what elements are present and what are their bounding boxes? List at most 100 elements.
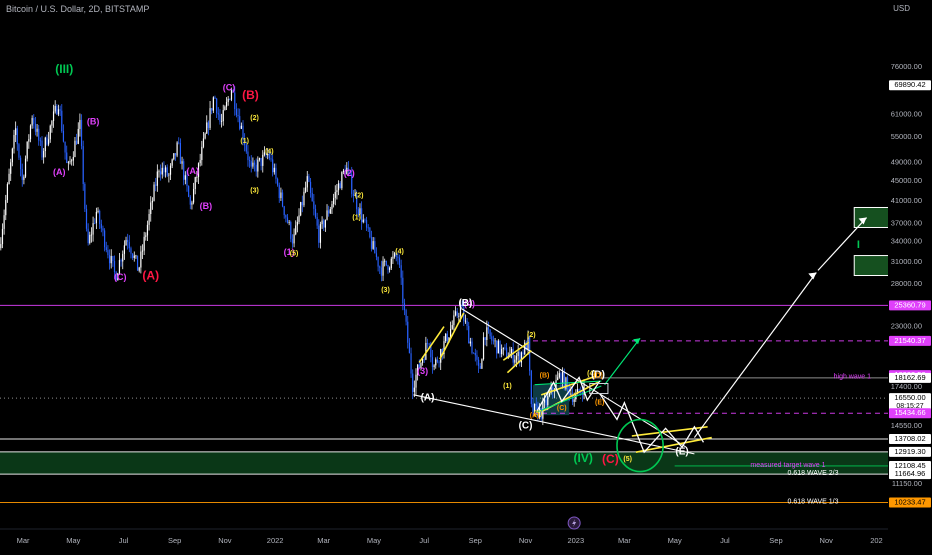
candle-body [56,105,58,115]
candle-body [1,228,4,245]
yellow-leg-5[interactable] [540,375,596,396]
candle-body [496,340,498,354]
candle-body [285,215,287,218]
candle-body [395,253,397,257]
yellow-leg-1[interactable] [418,326,445,363]
candle-body [214,97,216,99]
candle-body [473,352,475,354]
candle-body [364,219,366,221]
price-badge [889,446,931,457]
white-arrow-line-2[interactable] [817,217,868,271]
candle-body [314,208,317,218]
candle-body [10,162,12,174]
candle-body [84,184,86,209]
time-tick-label: May [668,536,682,545]
candle-body [407,321,409,343]
green-triangle-bottom[interactable] [536,385,602,413]
candle-body [145,235,147,237]
price-tick-label: 61000.00 [891,110,922,119]
candle-body [138,267,140,271]
candle-body [484,337,486,340]
wave-label: (C) [602,452,619,466]
wave-path-abcde[interactable] [536,376,601,412]
candle-body [384,260,386,262]
candle-body [118,260,121,274]
candle-body [168,174,170,176]
white-arrow-line-1[interactable] [693,272,817,438]
candle-body [428,343,430,345]
price-badge [889,300,931,311]
candle-body [570,393,572,395]
yellow-leg-8[interactable] [635,436,712,453]
candle-body [387,265,389,270]
yellow-leg-4[interactable] [506,349,532,374]
candle-body [3,215,5,229]
small-rect[interactable] [589,382,609,395]
price-badge [889,408,931,419]
candle-body [436,359,439,362]
candle-body [239,116,241,129]
candle-body [80,119,83,147]
green-arrow-line[interactable] [604,337,641,386]
candle-body [476,355,478,360]
time-tick-label: May [66,536,80,545]
candle-body [51,121,53,126]
price-badge [889,335,931,346]
candle-body [491,336,493,341]
time-tick-label: Sep [168,536,181,545]
candle-body [487,327,490,330]
price-tick-label: 14550.00 [891,421,922,430]
candle-body [458,315,460,317]
white-arrow-head-2[interactable] [858,217,867,225]
candle-body [545,399,547,406]
green-triangle-top[interactable] [534,380,602,386]
candle-body [82,146,84,185]
candle-body [95,211,97,224]
green-circle[interactable] [616,418,664,473]
candle-body [308,176,310,182]
candle-body [181,161,183,164]
price-tick-label: 17400.00 [891,382,922,391]
candle-body [397,256,399,258]
triangle-upper-line[interactable] [461,308,687,448]
price-badge-label: 21540.37 [894,336,925,345]
yellow-leg-2[interactable] [439,312,465,360]
candle-body [110,256,112,264]
candle-body [29,125,32,140]
drawings-layer[interactable] [413,217,868,473]
levels-layer [0,304,888,504]
candle-body [143,236,145,251]
candle-body [283,206,285,216]
candle-body [15,128,17,136]
wave-label: (B) [87,116,100,126]
wave-label: (A) [53,167,66,177]
candle-body [415,374,417,388]
wave-path-projection[interactable] [599,393,705,454]
candle-body [281,192,284,207]
triangle-lower-line[interactable] [413,394,695,455]
wave-label: (C) [557,405,567,412]
candle-body [560,373,562,384]
time-tick-label: 2023 [567,536,584,545]
candle-body [548,393,551,396]
time-axis[interactable]: Mar May Jul Sep Nov 2022 Mar May Jul Sep Nov 2023 Ma… [0,516,888,545]
candle-body [237,114,239,117]
candle-body [385,260,387,266]
candle-body [102,228,104,231]
candle-body [568,384,570,395]
candle-body [524,342,526,355]
candle-body [275,167,277,179]
wave-label: (D) [593,373,603,380]
candle-body [262,154,264,166]
price-tick-label: 41000.00 [891,196,922,205]
candle-body [140,251,142,268]
green-arrow-head[interactable] [633,338,641,345]
candle-body [150,202,152,215]
candle-body [365,220,368,228]
yellow-leg-3[interactable] [502,341,530,361]
white-arrow-head-1[interactable] [808,272,817,280]
price-axis[interactable]: 76000.00 61000.00 55000.00 49000.00 45000.00… [888,0,932,550]
candle-body [346,167,348,175]
